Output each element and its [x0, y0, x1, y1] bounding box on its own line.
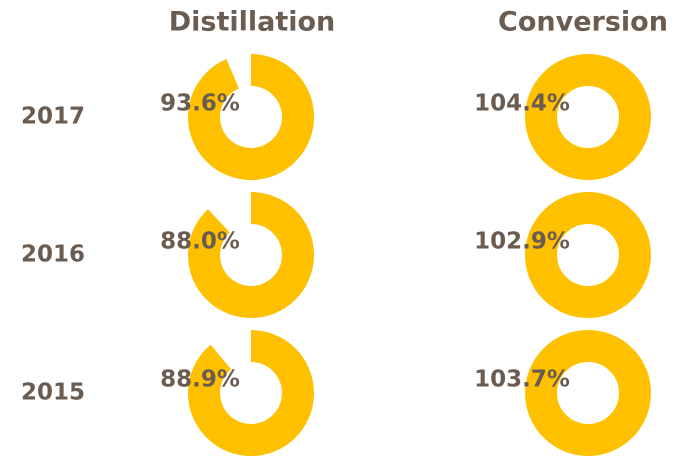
column-header: Conversion — [498, 7, 668, 38]
donut — [188, 192, 314, 318]
donut — [188, 54, 314, 180]
year-label: 2017 — [21, 104, 85, 130]
donut — [525, 54, 651, 180]
donut — [525, 330, 651, 456]
value-label: 103.7% — [474, 367, 570, 393]
value-label: 88.0% — [160, 229, 240, 255]
value-label: 93.6% — [160, 91, 240, 117]
donut — [525, 192, 651, 318]
donut — [188, 330, 314, 456]
year-label: 2016 — [21, 242, 85, 268]
value-label: 102.9% — [474, 229, 570, 255]
column-header: Distillation — [169, 7, 336, 38]
year-label: 2015 — [21, 380, 85, 406]
value-label: 104.4% — [474, 91, 570, 117]
value-label: 88.9% — [160, 367, 240, 393]
